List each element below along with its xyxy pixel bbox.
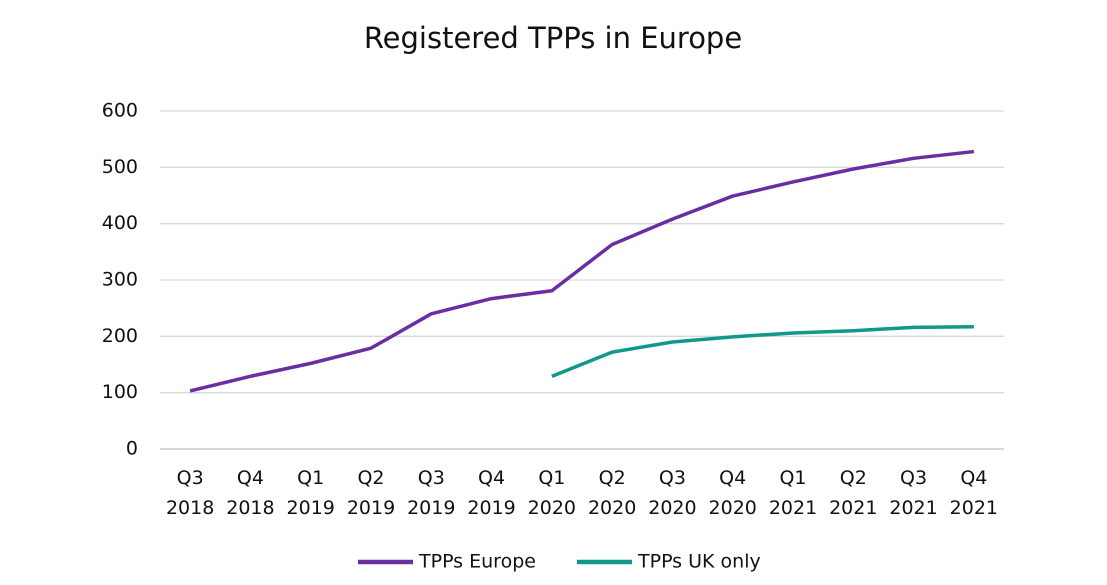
legend-label: TPPs Europe xyxy=(418,551,536,573)
x-tick-label: Q1 2019 xyxy=(286,467,335,519)
y-tick-label: 600 xyxy=(102,100,138,122)
series-line xyxy=(189,149,975,393)
y-tick-label: 100 xyxy=(102,381,138,403)
y-tick-label: 300 xyxy=(102,269,138,291)
y-tick-label: 400 xyxy=(102,212,138,234)
x-tick-label: Q2 2020 xyxy=(587,467,637,519)
x-tick-label: Q3 2018 xyxy=(165,467,215,519)
chart-title: Registered TPPs in Europe xyxy=(364,21,742,55)
legend-label: TPPs UK only xyxy=(637,551,761,573)
x-tick-label: Q1 2020 xyxy=(527,467,577,519)
y-tick-label: 0 xyxy=(126,438,138,460)
y-tick-label: 200 xyxy=(102,325,138,347)
y-tick-label: 500 xyxy=(102,156,138,178)
x-tick-label: Q2 2019 xyxy=(346,467,396,519)
x-tick-label: Q4 2019 xyxy=(467,467,516,519)
x-tick-label: Q2 2021 xyxy=(829,467,878,519)
x-tick-label: Q4 2018 xyxy=(226,467,275,519)
x-tick-label: Q1 2021 xyxy=(768,467,818,519)
x-tick-label: Q3 2020 xyxy=(648,467,697,519)
x-tick-label: Q4 2021 xyxy=(949,467,999,519)
x-tick-label: Q3 2019 xyxy=(407,467,456,519)
x-tick-label: Q3 2021 xyxy=(889,467,938,519)
x-tick-label: Q4 2020 xyxy=(708,467,757,519)
series-line xyxy=(551,325,974,378)
